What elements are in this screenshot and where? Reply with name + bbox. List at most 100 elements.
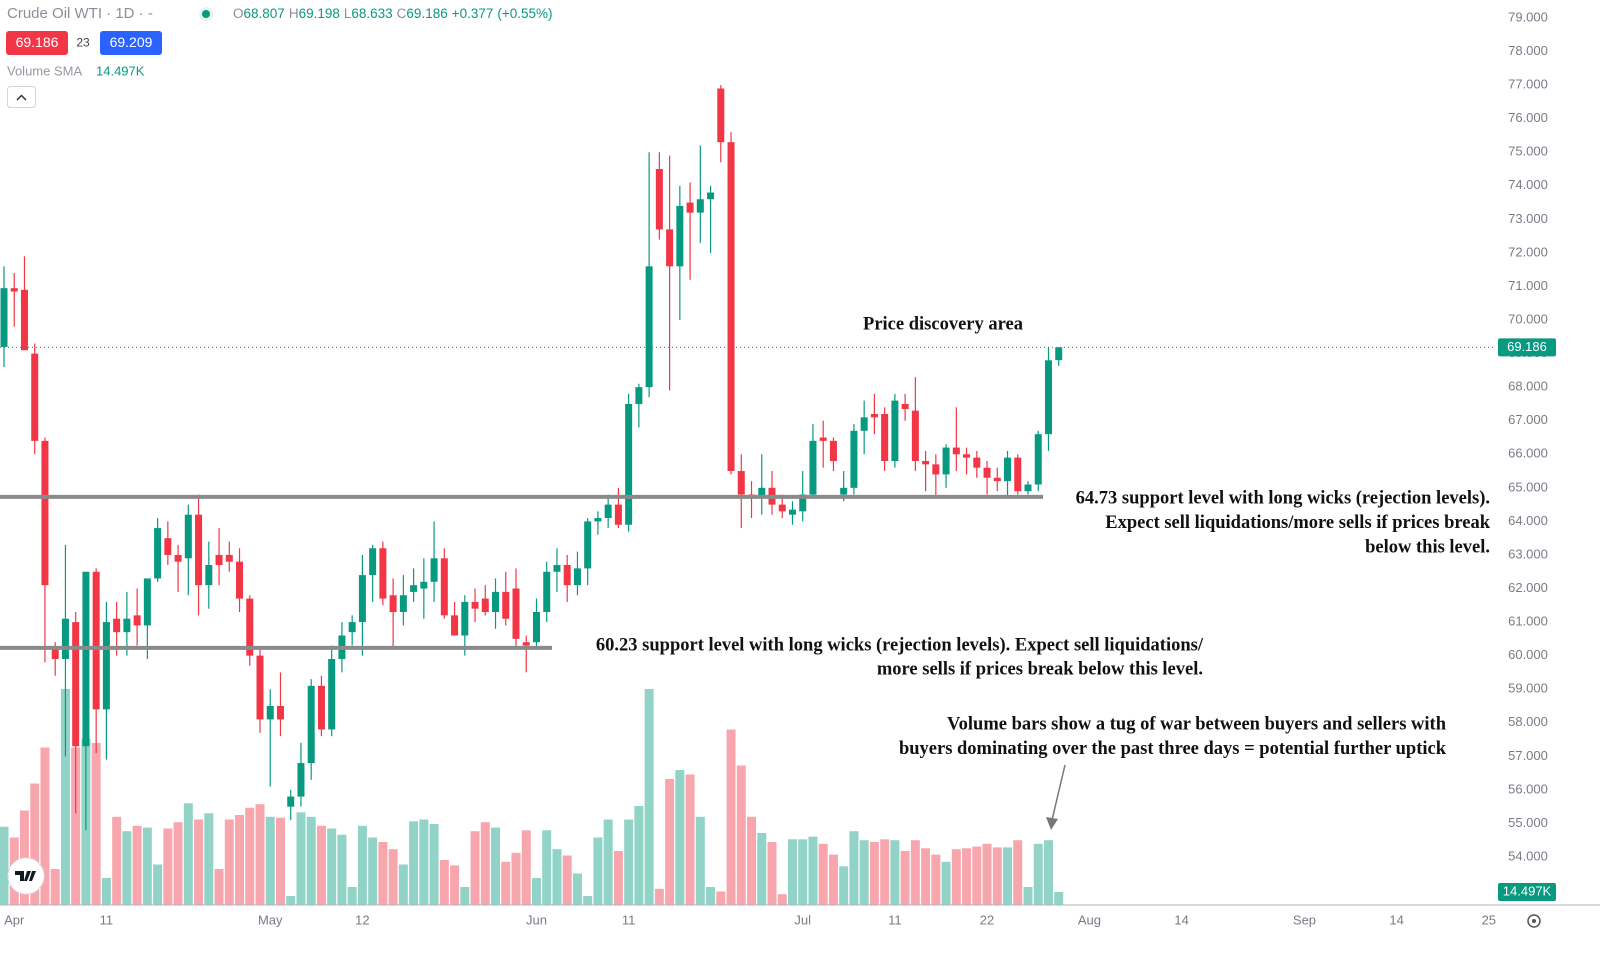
volume-bar <box>71 747 81 905</box>
candle-body <box>512 588 520 639</box>
volume-bar <box>173 822 183 905</box>
volume-bar <box>521 830 531 905</box>
y-tick-label: 76.000 <box>1508 110 1548 125</box>
annotation: 64.73 support level with long wicks (rej… <box>1076 488 1490 508</box>
volume-bar <box>60 689 70 905</box>
volume-bar <box>531 878 541 905</box>
volume-bar <box>818 843 828 905</box>
candle-body <box>317 685 325 730</box>
candle-body <box>133 615 141 626</box>
candle-body <box>492 591 500 613</box>
candle-body <box>410 585 418 592</box>
candle-body <box>440 558 448 616</box>
candle-body <box>1004 457 1012 482</box>
volume-bar <box>398 864 408 905</box>
volume-title: Volume SMA <box>7 63 82 78</box>
candle-body <box>399 595 407 613</box>
volume-bar <box>890 840 900 905</box>
volume-bar <box>562 855 572 905</box>
volume-bar <box>480 822 490 905</box>
candle-body <box>860 417 868 431</box>
spread: 23 <box>76 36 90 50</box>
candle-body <box>72 622 80 747</box>
volume-bar <box>552 849 562 905</box>
volume-bar <box>798 839 808 905</box>
candle-body <box>307 685 315 764</box>
y-tick-label: 56.000 <box>1508 781 1548 796</box>
volume-bar <box>327 828 337 905</box>
candle-body <box>205 565 213 586</box>
volume-bar <box>757 833 767 905</box>
volume-bar <box>1043 840 1053 905</box>
volume-bar <box>736 765 746 905</box>
o-value: 68.807 <box>244 6 285 21</box>
candle-body <box>840 487 848 495</box>
candle-body <box>1044 360 1052 435</box>
candle-body <box>553 565 561 572</box>
volume-bar <box>91 743 101 905</box>
volume-bar <box>859 840 869 905</box>
o-label: O <box>233 6 244 21</box>
candle-body <box>666 229 674 267</box>
x-tick-label: 14 <box>1174 912 1188 927</box>
volume-badge-label: 14.497K <box>1503 883 1552 898</box>
candle-body <box>266 705 274 720</box>
volume-bar <box>0 826 9 905</box>
y-tick-label: 62.000 <box>1508 580 1548 595</box>
volume-bar <box>941 861 951 905</box>
x-tick-label: 11 <box>100 912 114 927</box>
candle-body <box>717 88 725 143</box>
y-tick-label: 73.000 <box>1508 211 1548 226</box>
candle-body <box>993 477 1001 482</box>
volume-bar <box>357 825 367 905</box>
settings-icon[interactable] <box>1527 914 1541 928</box>
candle-body <box>983 467 991 478</box>
candle-body <box>451 615 459 636</box>
volume-bar <box>593 837 603 905</box>
candle-body <box>287 796 295 807</box>
volume-badge <box>1498 882 1556 901</box>
sell-button[interactable] <box>6 31 68 55</box>
x-tick-label: 22 <box>980 912 994 927</box>
settings-icon-dot <box>1532 919 1536 923</box>
candle-body <box>932 464 940 475</box>
candle-body <box>819 437 827 441</box>
annotation: below this level. <box>1365 537 1490 557</box>
collapse-button[interactable] <box>7 86 36 108</box>
y-tick-label: 58.000 <box>1508 714 1548 729</box>
volume-bar <box>204 813 214 905</box>
candle-body <box>31 353 39 441</box>
candle-body <box>461 601 469 636</box>
candle-body <box>891 400 899 461</box>
candle-body <box>481 598 489 613</box>
y-tick-label: 77.000 <box>1508 77 1548 92</box>
volume-bar <box>132 825 142 905</box>
volume-bar <box>378 842 388 905</box>
volume-bar <box>910 840 920 905</box>
volume-bar <box>183 803 193 905</box>
x-tick-label: 14 <box>1389 912 1403 927</box>
candle-body <box>215 554 223 566</box>
y-tick-label: 74.000 <box>1508 177 1548 192</box>
volume-bar <box>337 834 347 905</box>
volume-bar <box>30 783 40 905</box>
last-price-badge <box>1498 338 1556 357</box>
h-label: H <box>289 6 299 21</box>
status-dot <box>202 10 210 18</box>
volume-bar <box>572 873 582 905</box>
volume-bar <box>163 828 173 905</box>
y-tick-label: 54.000 <box>1508 848 1548 863</box>
volume-bar <box>839 866 849 905</box>
volume-bar <box>706 887 716 905</box>
buy-button[interactable] <box>100 31 162 55</box>
candle-body <box>870 414 878 418</box>
x-tick-label: 11 <box>622 912 636 927</box>
volume-bar <box>665 779 675 905</box>
volume-bar <box>685 774 695 905</box>
candle-body <box>963 454 971 458</box>
volume-bar <box>112 816 122 905</box>
volume-bar <box>429 824 439 905</box>
candle-body <box>799 494 807 512</box>
change-pct: (+0.55%) <box>497 6 552 21</box>
